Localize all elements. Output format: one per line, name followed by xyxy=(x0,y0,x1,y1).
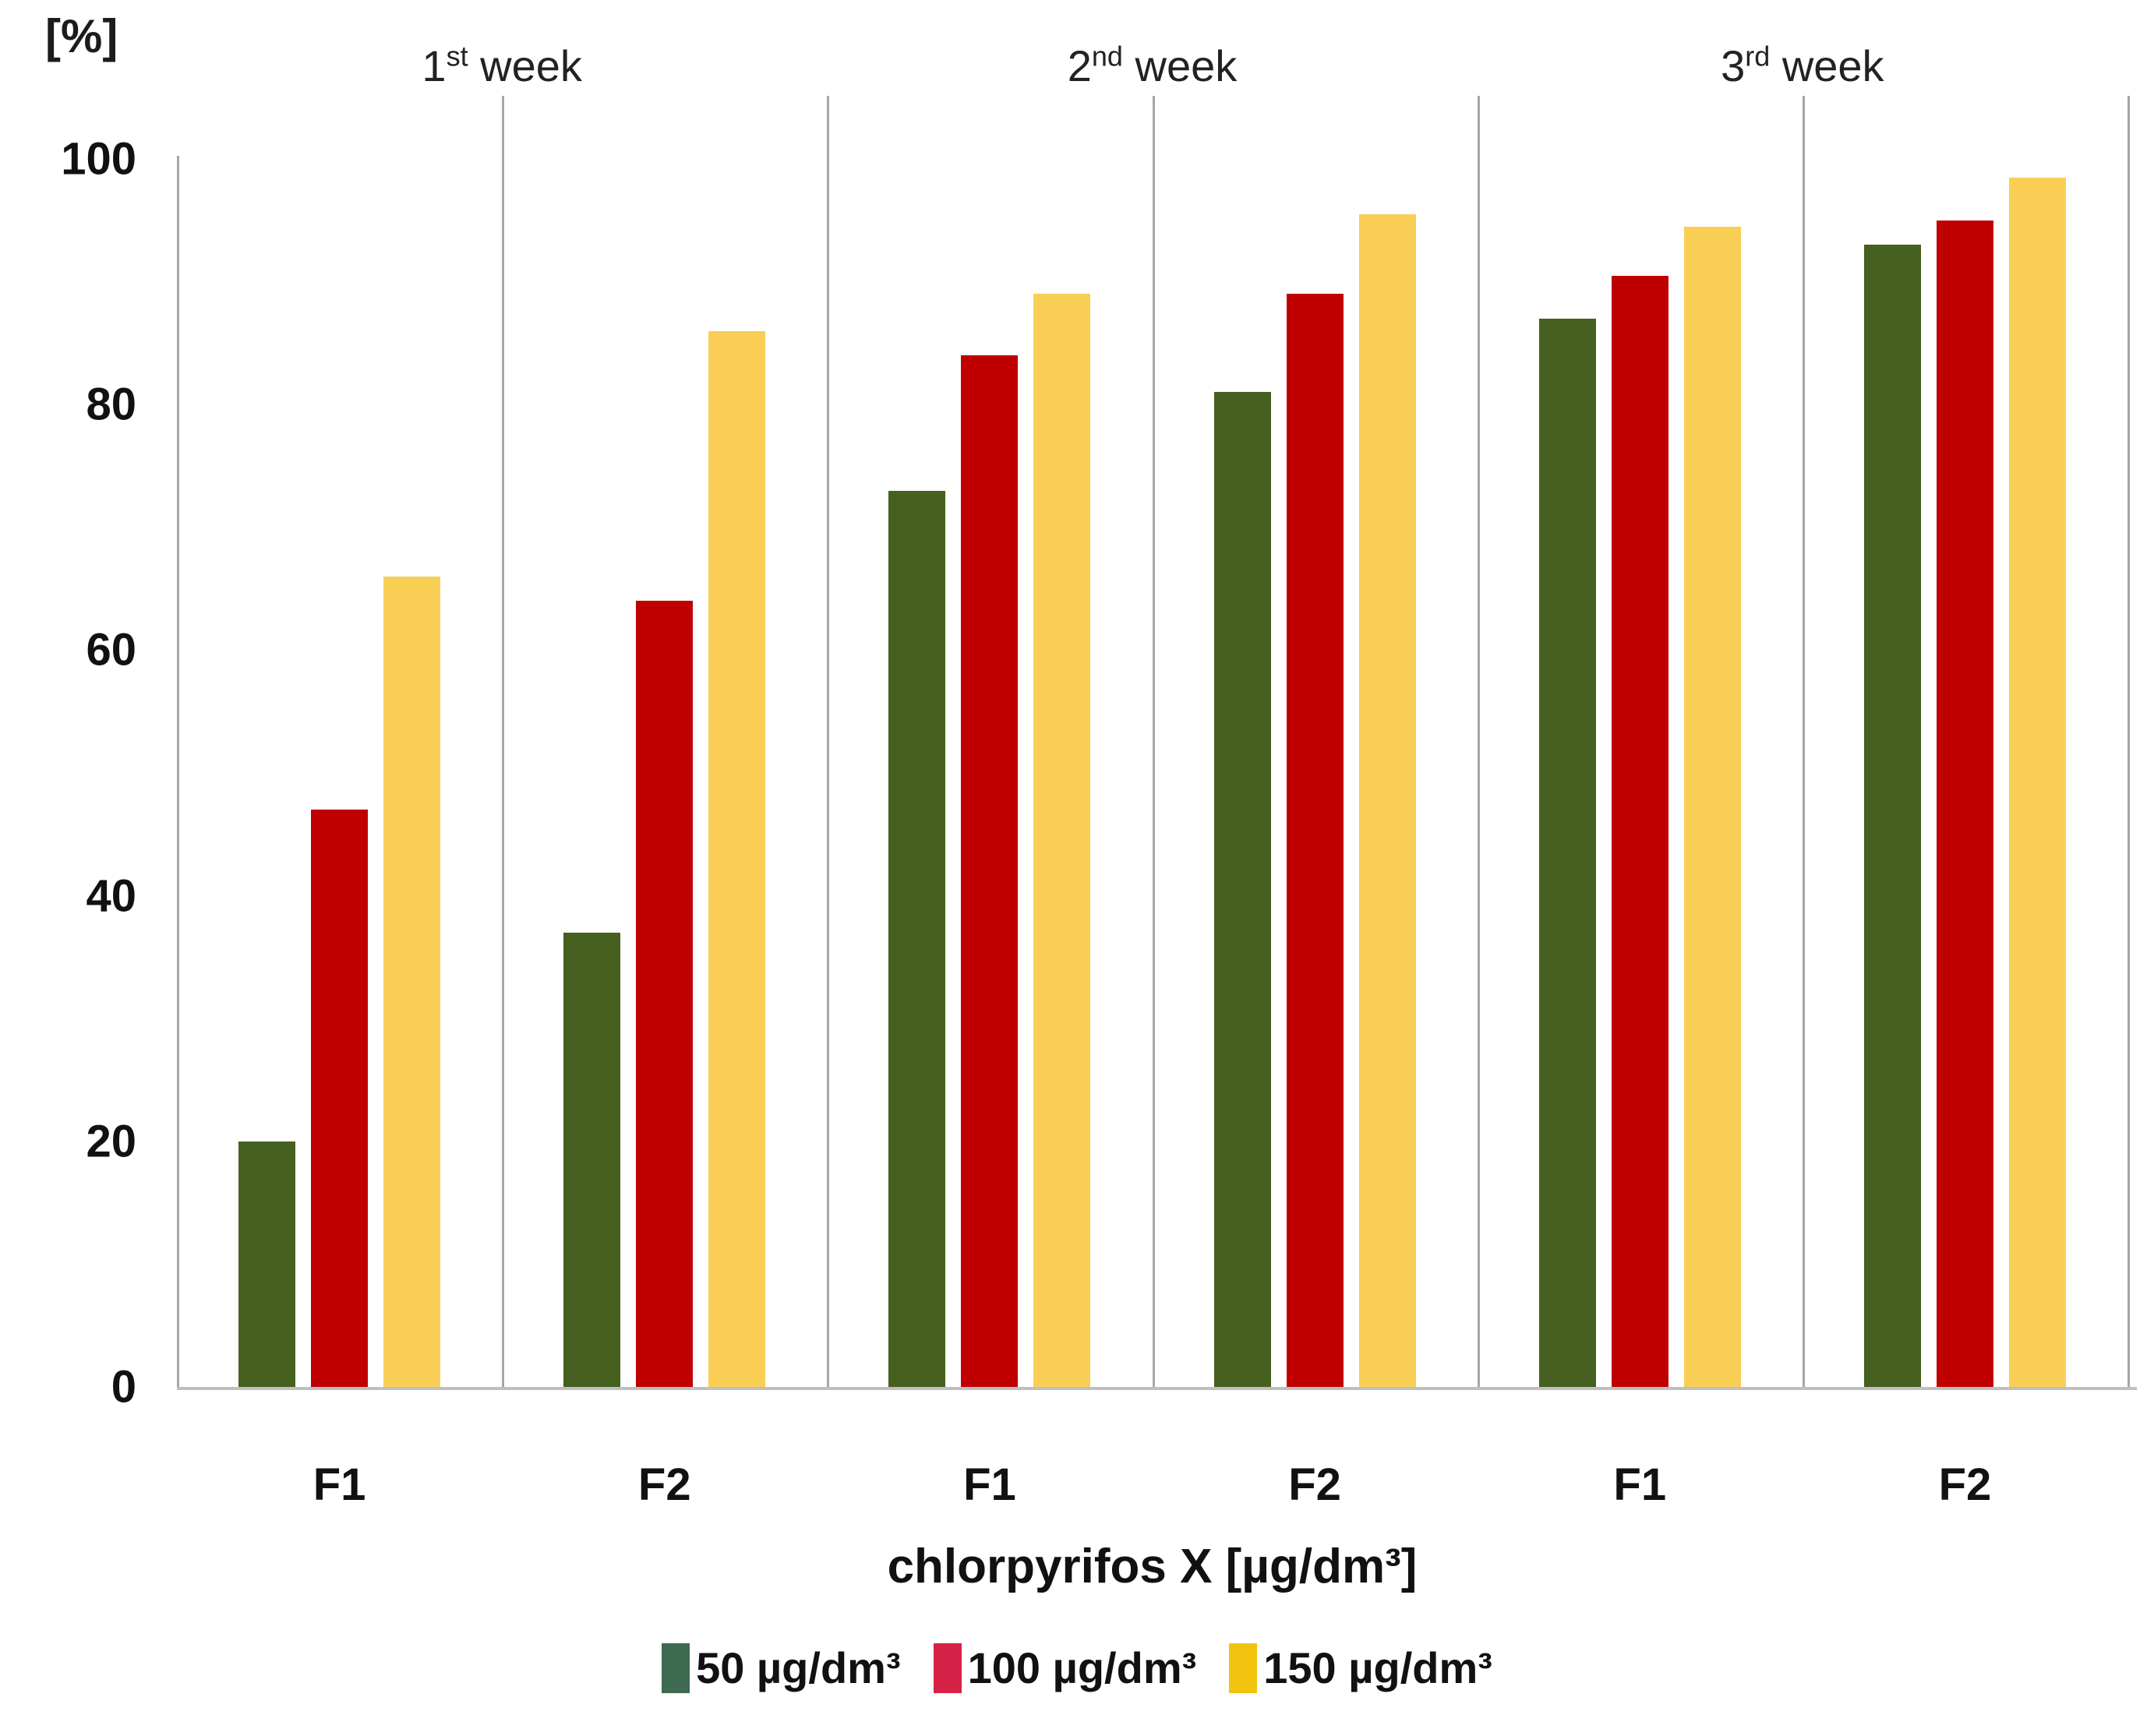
bar-100-group4 xyxy=(1287,294,1344,1387)
x-category-label: F1 xyxy=(963,1459,1016,1510)
y-tick-label: 40 xyxy=(86,870,136,922)
x-category-label: F2 xyxy=(1288,1459,1341,1510)
week-ordinal-superscript: st xyxy=(446,40,468,72)
legend-item: 50 µg/dm³ xyxy=(662,1642,901,1693)
week-label: 1st week xyxy=(422,40,582,90)
y-axis-line xyxy=(177,156,179,1387)
category-separator-line xyxy=(2128,96,2130,1387)
bar-50-group3 xyxy=(888,491,945,1387)
legend-swatch xyxy=(933,1642,962,1693)
y-tick-label: 0 xyxy=(111,1361,136,1413)
category-separator-line xyxy=(827,96,830,1387)
y-tick-label: 100 xyxy=(61,133,136,185)
bar-150-group3 xyxy=(1033,294,1090,1387)
y-tick-label: 60 xyxy=(86,624,136,676)
bar-50-group2 xyxy=(563,933,620,1387)
week-ordinal-superscript: rd xyxy=(1745,40,1771,72)
x-category-label: F2 xyxy=(1938,1459,1992,1510)
y-tick-label: 20 xyxy=(86,1116,136,1167)
chart-legend: 50 µg/dm³ 100 µg/dm³ 150 µg/dm³ xyxy=(0,1642,2154,1693)
category-separator-line xyxy=(1152,96,1155,1387)
bar-50-group5 xyxy=(1539,319,1596,1387)
x-axis-baseline xyxy=(177,1387,2137,1390)
bar-100-group1 xyxy=(311,810,368,1387)
legend-item: 150 µg/dm³ xyxy=(1229,1642,1492,1693)
x-category-label: F2 xyxy=(637,1459,691,1510)
x-category-label: F1 xyxy=(1613,1459,1667,1510)
y-tick-label: 80 xyxy=(86,379,136,430)
category-separator-line xyxy=(502,96,505,1387)
x-axis-title: chlorpyrifos X [µg/dm³] xyxy=(887,1540,1418,1593)
legend-swatch xyxy=(662,1642,690,1693)
bar-100-group5 xyxy=(1612,276,1668,1387)
legend-label: 150 µg/dm³ xyxy=(1263,1643,1492,1692)
y-axis-unit-label: [%] xyxy=(45,10,118,62)
bar-50-group6 xyxy=(1864,245,1921,1387)
bar-50-group4 xyxy=(1214,392,1271,1387)
x-category-label: F1 xyxy=(313,1459,366,1510)
bar-100-group6 xyxy=(1937,221,1993,1387)
legend-label: 100 µg/dm³ xyxy=(967,1643,1197,1692)
legend-item: 100 µg/dm³ xyxy=(933,1642,1197,1693)
bar-50-group1 xyxy=(238,1141,295,1387)
week-ordinal-superscript: nd xyxy=(1091,40,1123,72)
legend-label: 50 µg/dm³ xyxy=(696,1643,901,1692)
bar-150-group5 xyxy=(1684,227,1741,1387)
bar-100-group3 xyxy=(961,355,1018,1387)
week-label: 3rd week xyxy=(1721,40,1884,90)
category-separator-line xyxy=(1802,96,1805,1387)
bar-100-group2 xyxy=(636,601,693,1387)
bar-150-group1 xyxy=(383,577,440,1387)
bar-150-group2 xyxy=(708,331,765,1387)
category-separator-line xyxy=(1477,96,1480,1387)
week-label: 2nd week xyxy=(1067,40,1238,90)
legend-swatch xyxy=(1229,1642,1258,1693)
bar-150-group4 xyxy=(1359,214,1416,1387)
bar-150-group6 xyxy=(2009,178,2066,1387)
